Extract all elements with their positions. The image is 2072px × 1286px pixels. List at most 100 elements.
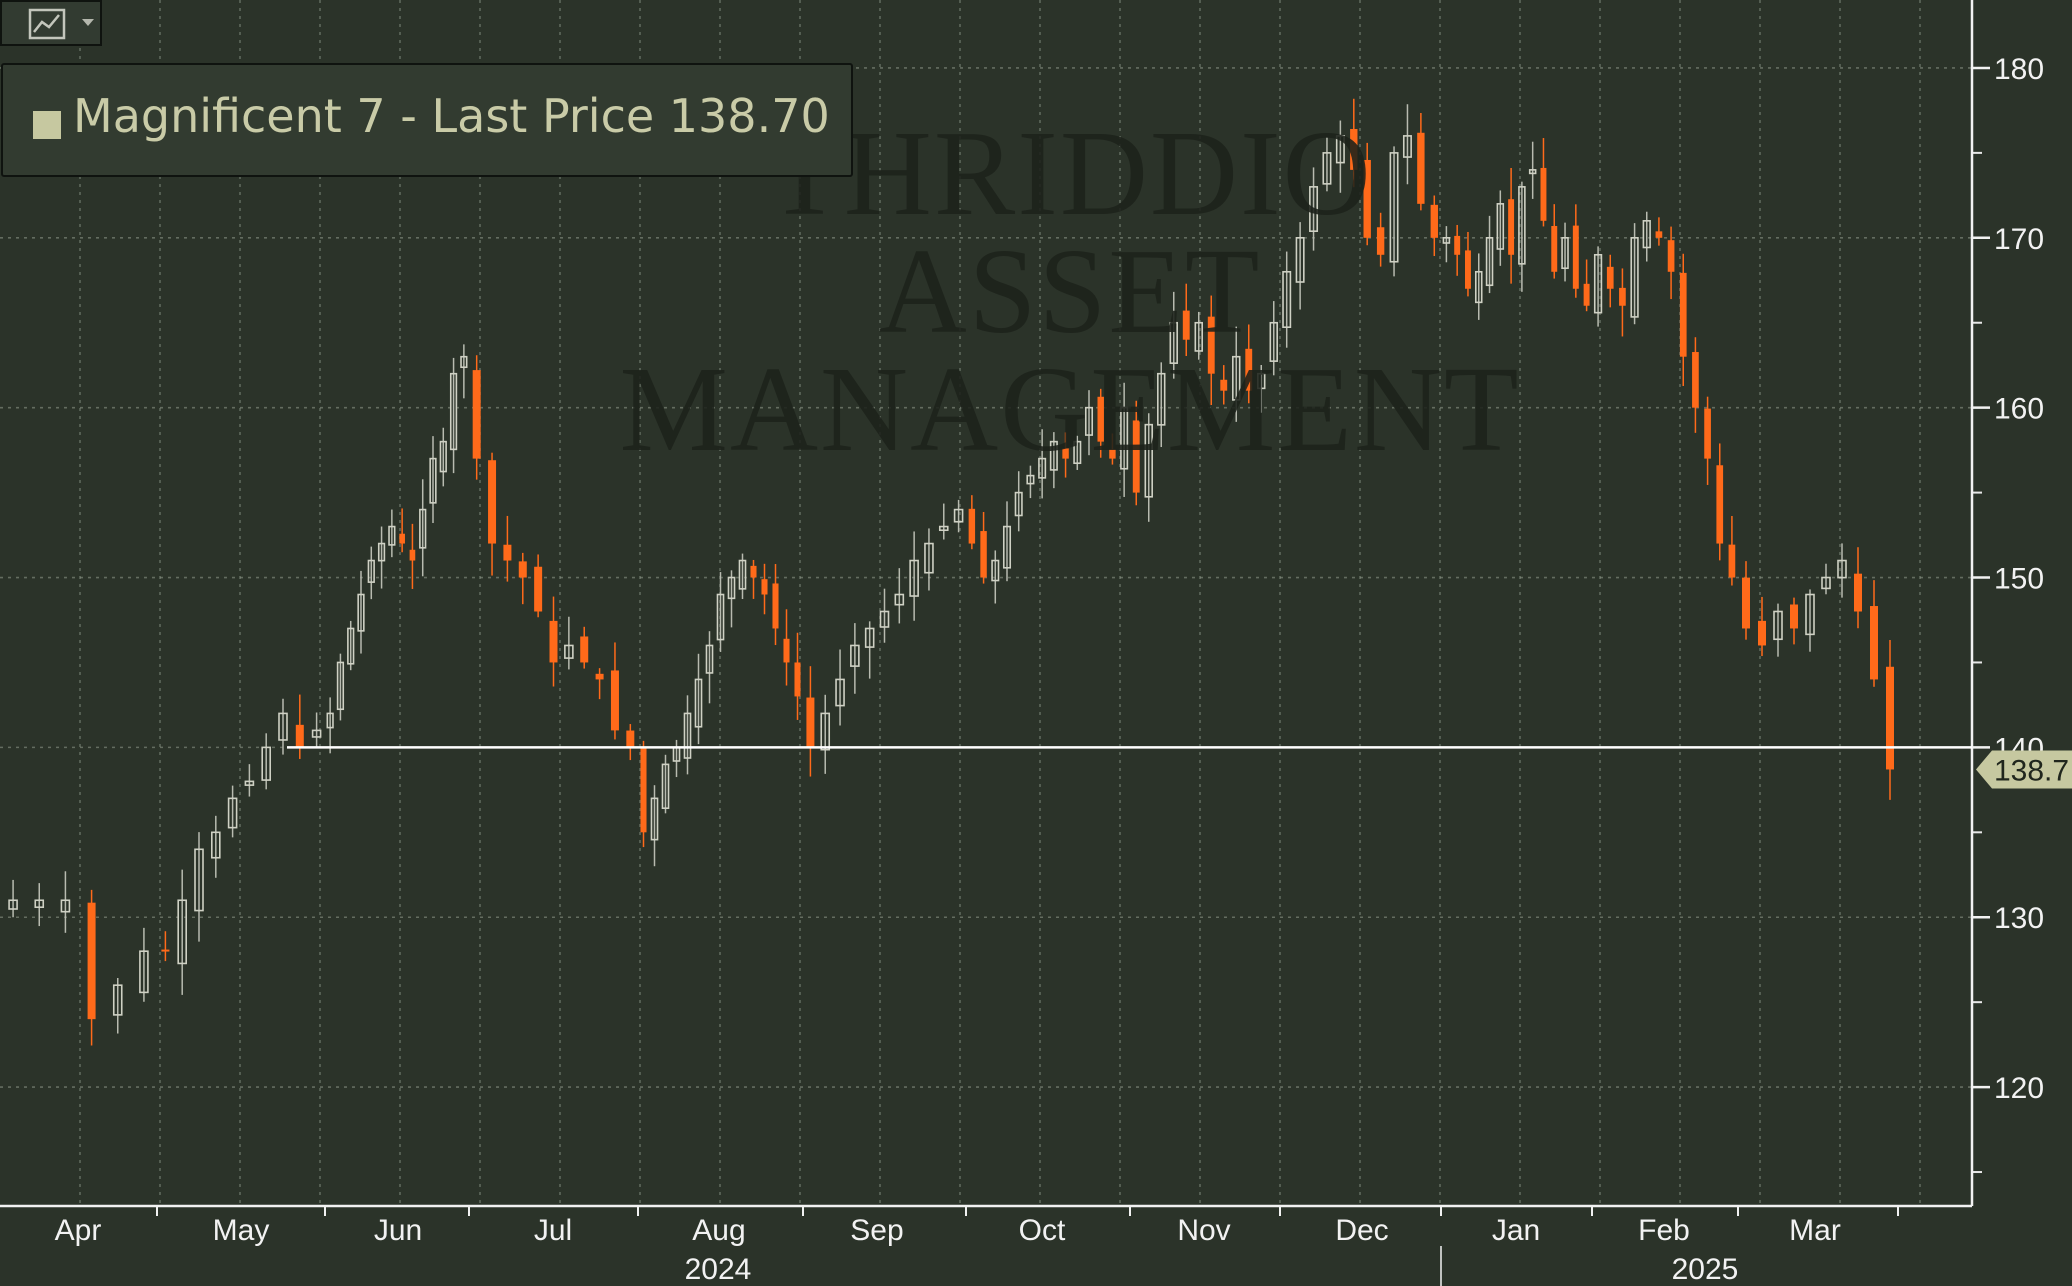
watermark-line-3: MANAGEMENT xyxy=(619,342,1521,477)
candle-up xyxy=(705,644,714,674)
candle-up xyxy=(388,525,396,546)
candle-down xyxy=(1790,604,1798,629)
x-tick-label-jul: Jul xyxy=(534,1214,572,1247)
x-tick-label-feb: Feb xyxy=(1638,1214,1690,1247)
candle-up xyxy=(1144,423,1153,498)
candle-up xyxy=(694,678,703,728)
y-tick-label: 160 xyxy=(1994,393,2044,426)
x-tick-label-apr: Apr xyxy=(55,1214,102,1247)
x-tick-label-nov: Nov xyxy=(1177,1214,1230,1247)
x-tick-label-mar: Mar xyxy=(1789,1214,1841,1247)
candle-down xyxy=(1619,287,1626,306)
candle-up xyxy=(850,644,860,667)
candle-up xyxy=(211,831,221,859)
x-tick-label-may: May xyxy=(213,1214,270,1247)
candle-down xyxy=(1417,132,1425,204)
candle-up xyxy=(894,593,905,606)
line-chart-icon xyxy=(28,8,66,40)
candle-down xyxy=(1430,204,1438,238)
candle-up xyxy=(1120,406,1129,470)
candle-down xyxy=(1758,620,1766,646)
candle-up xyxy=(1257,372,1266,390)
candle-up xyxy=(953,508,964,523)
candle-down xyxy=(1350,128,1358,170)
candle-down xyxy=(161,949,170,952)
candle-up xyxy=(738,559,747,590)
legend-swatch xyxy=(33,111,61,139)
candle-up xyxy=(991,559,1000,582)
candle-down xyxy=(750,565,757,578)
candle-up xyxy=(1157,372,1166,426)
candle-up xyxy=(1593,253,1603,314)
candle-up xyxy=(1014,491,1023,517)
candle-down xyxy=(1097,396,1104,442)
candle-up xyxy=(449,372,458,451)
candle-up xyxy=(661,763,670,810)
candle-up xyxy=(1518,186,1526,265)
candle-up xyxy=(1805,593,1815,636)
year-label-2025: 2025 xyxy=(1672,1253,1739,1286)
candle-up xyxy=(177,899,187,965)
candle-up xyxy=(1528,169,1537,175)
candle-down xyxy=(472,370,481,459)
candle-up xyxy=(716,593,725,641)
candle-up xyxy=(1335,135,1345,164)
candle-up xyxy=(326,712,334,729)
candle-up xyxy=(1038,457,1047,479)
candle-up xyxy=(34,899,45,909)
candle-up xyxy=(194,848,204,912)
chart-type-button[interactable] xyxy=(0,0,102,46)
candle-down xyxy=(1376,227,1385,255)
watermark-line-1: THRIDDIO xyxy=(767,106,1373,241)
caret-down-icon xyxy=(82,19,94,26)
candle-up xyxy=(1002,525,1012,569)
y-tick-label: 150 xyxy=(1994,563,2044,596)
candle-up xyxy=(336,661,345,711)
candle-down xyxy=(1245,348,1253,391)
candle-up xyxy=(347,627,355,665)
candle-up xyxy=(864,627,875,648)
candle-down xyxy=(626,730,635,748)
candle-up xyxy=(1402,135,1412,158)
candle-up xyxy=(835,678,845,707)
candle-down xyxy=(806,697,815,748)
candle-up xyxy=(1282,270,1292,329)
candle-down xyxy=(295,724,304,748)
watermark-line-2: ASSET xyxy=(878,224,1262,359)
candle-down xyxy=(1679,272,1687,357)
candle-down xyxy=(488,460,497,544)
candle-up xyxy=(650,797,659,841)
candle-down xyxy=(1886,666,1894,770)
candle-up xyxy=(1561,237,1569,270)
candle-down xyxy=(1667,240,1675,272)
candle-down xyxy=(980,531,987,578)
candle-up xyxy=(60,899,71,913)
x-tick-label-oct: Oct xyxy=(1019,1214,1066,1247)
candle-down xyxy=(1508,199,1515,255)
candle-down xyxy=(1062,448,1069,459)
candle-down xyxy=(1742,577,1750,629)
candle-up xyxy=(938,525,949,532)
candle-down xyxy=(1854,573,1862,612)
candle-up xyxy=(357,593,365,632)
candle-down xyxy=(761,579,768,595)
candle-up xyxy=(564,644,574,659)
candle-down xyxy=(534,566,543,612)
candle-down xyxy=(1132,420,1140,493)
y-tick-label: 120 xyxy=(1994,1072,2044,1105)
candle-down xyxy=(1728,544,1736,578)
candle-up xyxy=(1194,321,1203,352)
candle-down xyxy=(1655,231,1663,238)
candle-down xyxy=(772,583,779,629)
candle-up xyxy=(377,542,386,562)
candle-down xyxy=(1704,408,1711,459)
candle-down xyxy=(794,662,801,697)
candle-up xyxy=(1642,220,1651,249)
candle-up xyxy=(1496,203,1505,250)
candle-down xyxy=(1692,352,1699,408)
candle-down xyxy=(1572,225,1579,289)
last-price-label: 138.7 xyxy=(1994,754,2069,787)
candle-up xyxy=(1084,406,1094,436)
candle-down xyxy=(1716,465,1724,544)
